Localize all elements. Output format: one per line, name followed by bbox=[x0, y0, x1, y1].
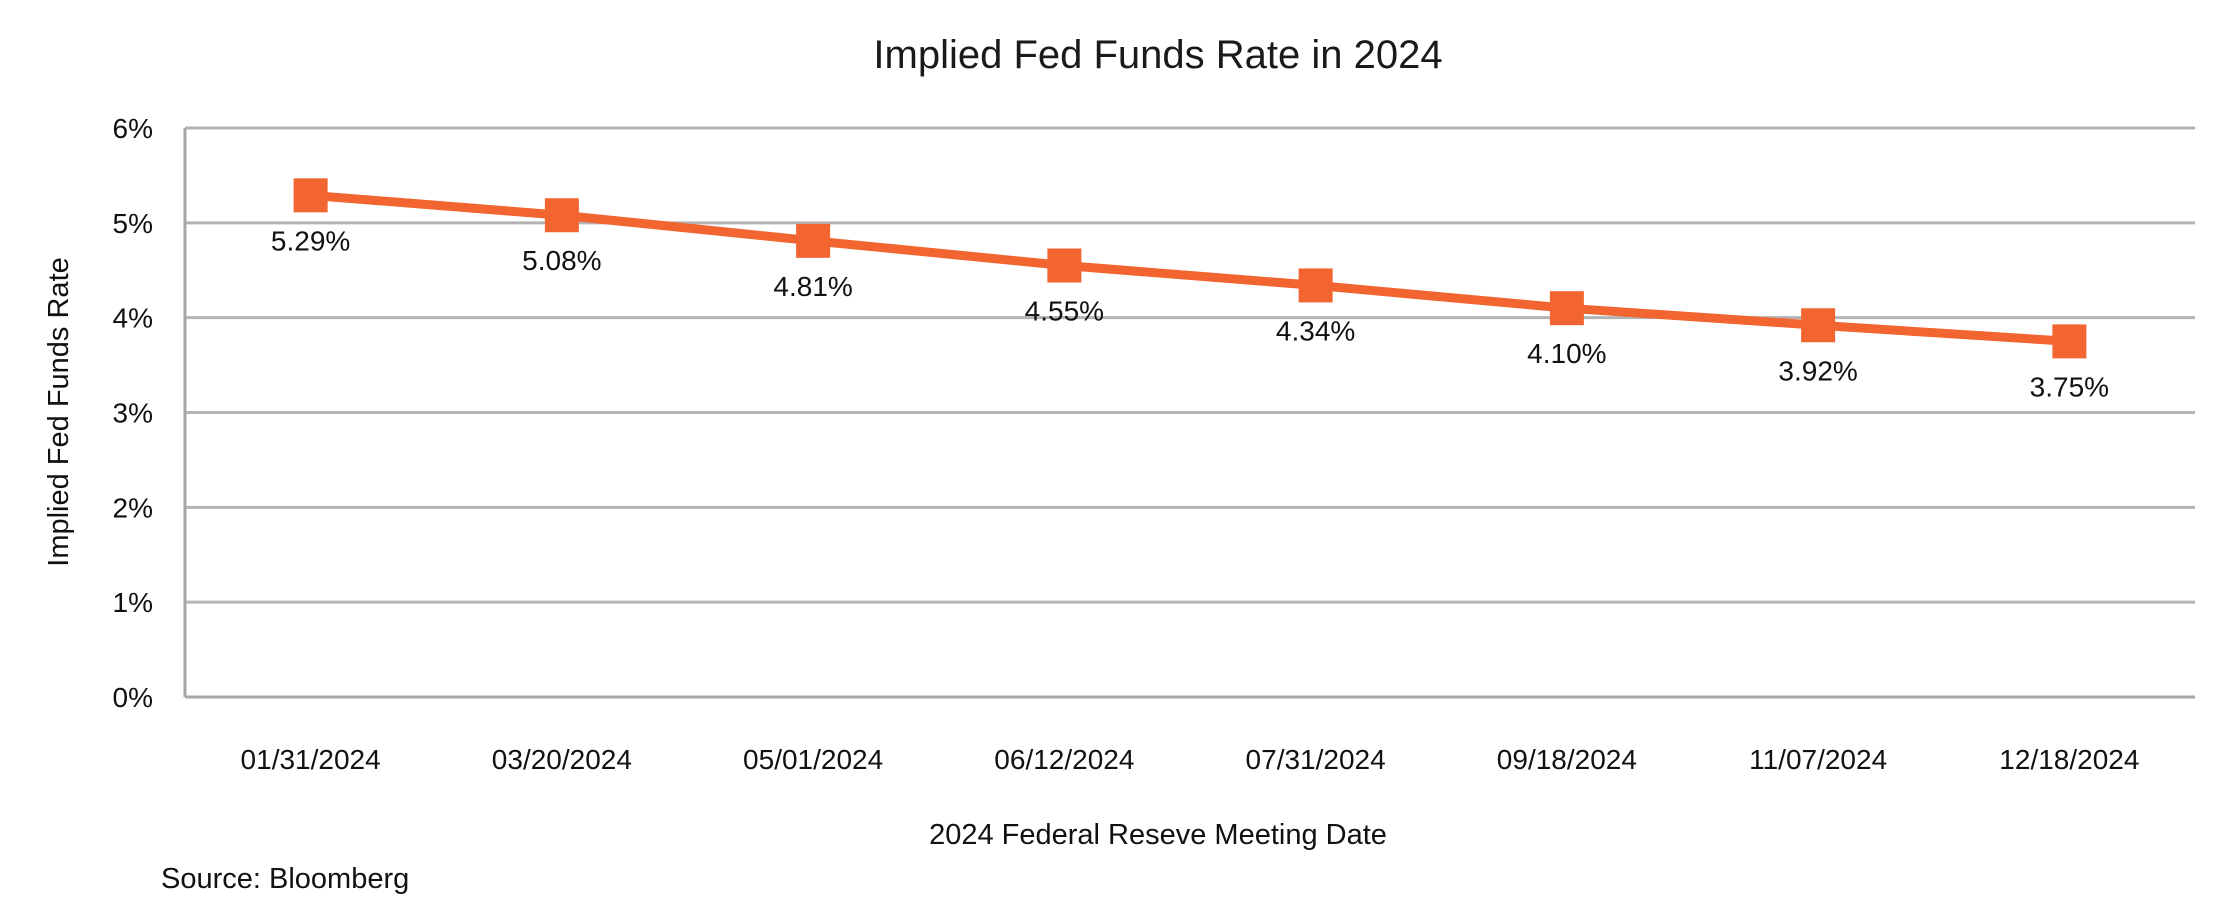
data-point-marker bbox=[293, 178, 328, 213]
data-series bbox=[293, 178, 2087, 359]
data-point-marker bbox=[796, 223, 831, 258]
data-point-marker bbox=[1801, 308, 1836, 343]
data-label: 3.75% bbox=[2030, 371, 2109, 402]
x-tick-labels: 01/31/2024 03/20/2024 05/01/2024 06/12/2024… bbox=[241, 744, 2140, 775]
x-tick-label: 05/01/2024 bbox=[743, 744, 883, 775]
data-label: 5.08% bbox=[522, 245, 601, 276]
data-label: 5.29% bbox=[271, 225, 350, 256]
y-tick-label: 4% bbox=[113, 303, 153, 334]
gridlines bbox=[185, 126, 2195, 604]
data-label: 4.81% bbox=[773, 271, 852, 302]
y-tick-label: 0% bbox=[113, 682, 153, 713]
data-point-marker bbox=[544, 198, 579, 233]
data-point-marker bbox=[1047, 248, 1082, 283]
x-tick-label: 12/18/2024 bbox=[1999, 744, 2139, 775]
x-tick-label: 09/18/2024 bbox=[1497, 744, 1637, 775]
x-tick-label: 03/20/2024 bbox=[492, 744, 632, 775]
y-tick-labels: 0% 1% 2% 3% 4% 5% 6% bbox=[113, 113, 153, 713]
axes bbox=[183, 128, 2195, 699]
x-tick-label: 06/12/2024 bbox=[994, 744, 1134, 775]
y-tick-label: 5% bbox=[113, 208, 153, 239]
data-point-marker bbox=[2052, 324, 2087, 359]
data-label: 4.34% bbox=[1276, 315, 1355, 346]
data-point-marker bbox=[1549, 291, 1584, 326]
y-tick-label: 2% bbox=[113, 492, 153, 523]
y-tick-label: 1% bbox=[113, 587, 153, 618]
data-point-marker bbox=[1298, 268, 1333, 303]
x-tick-label: 07/31/2024 bbox=[1246, 744, 1386, 775]
chart-title: Implied Fed Funds Rate in 2024 bbox=[873, 33, 1442, 77]
y-axis-title: Implied Fed Funds Rate bbox=[43, 257, 75, 566]
x-tick-label: 11/07/2024 bbox=[1749, 744, 1887, 775]
data-label: 3.92% bbox=[1778, 355, 1857, 386]
data-label: 4.55% bbox=[1025, 296, 1104, 327]
source-note: Source: Bloomberg bbox=[161, 863, 409, 895]
y-tick-label: 6% bbox=[113, 113, 153, 144]
series-line bbox=[306, 190, 2074, 346]
y-tick-label: 3% bbox=[113, 398, 153, 429]
data-label: 4.10% bbox=[1527, 338, 1606, 369]
x-tick-label: 01/31/2024 bbox=[241, 744, 381, 775]
x-axis-title: 2024 Federal Reseve Meeting Date bbox=[929, 819, 1387, 851]
data-labels: 5.29% 5.08% 4.81% 4.55% 4.34% 4.10% 3.92% 3.75% bbox=[271, 225, 2109, 402]
